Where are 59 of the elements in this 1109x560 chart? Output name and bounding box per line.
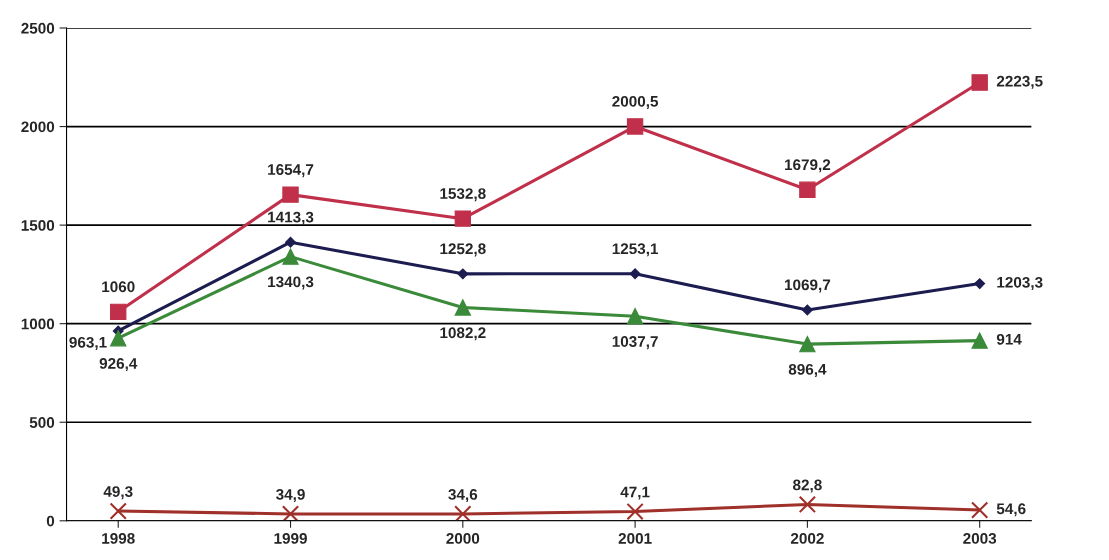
y-tick-label: 500 <box>29 417 55 428</box>
data-label: 34,9 <box>276 488 305 502</box>
point <box>454 210 472 227</box>
point <box>974 278 986 290</box>
data-label: 963,1 <box>69 336 107 350</box>
data-label: 1532,8 <box>440 188 486 202</box>
data-label: 2223,5 <box>996 75 1043 89</box>
point <box>971 501 989 519</box>
data-label: 54,6 <box>996 503 1026 517</box>
point <box>285 236 296 248</box>
data-label: 1679,2 <box>784 159 831 173</box>
point <box>629 268 641 280</box>
point <box>282 248 299 265</box>
point <box>971 74 988 91</box>
x-tick-label: 2003 <box>963 533 997 544</box>
point <box>971 332 988 349</box>
x-tick-label: 1999 <box>274 533 307 544</box>
x-tick-label: 2001 <box>618 533 652 544</box>
y-tick-label: 0 <box>46 515 55 527</box>
point <box>799 335 816 353</box>
data-label: 82,8 <box>793 479 822 493</box>
data-label: 1253,1 <box>612 243 659 257</box>
data-label: 1340,3 <box>268 276 314 290</box>
point <box>109 502 127 520</box>
point <box>626 118 644 135</box>
data-label: 1037,7 <box>612 336 658 350</box>
data-label: 1654,7 <box>268 164 314 178</box>
point <box>454 505 472 521</box>
data-label: 2000,5 <box>612 95 659 109</box>
data-label: 34,6 <box>448 489 478 503</box>
data-label: 49,3 <box>103 486 133 500</box>
data-label: 896,4 <box>788 363 827 377</box>
point <box>626 502 644 521</box>
y-tick-label: 2000 <box>21 121 55 133</box>
point <box>110 303 127 321</box>
x-tick-label: 2002 <box>790 533 824 544</box>
data-label: 926,4 <box>99 358 138 372</box>
point <box>799 181 816 198</box>
data-label: 914 <box>996 333 1022 345</box>
point <box>454 299 472 316</box>
y-tick-label: 2500 <box>21 22 55 34</box>
data-label: 1203,3 <box>997 276 1043 290</box>
data-label: 1413,3 <box>268 211 314 225</box>
x-tick-label: 1998 <box>102 533 135 544</box>
point <box>110 329 127 347</box>
y-tick-label: 1000 <box>21 318 55 330</box>
data-label: 1082,2 <box>440 327 486 341</box>
y-tick-label: 1500 <box>21 219 55 231</box>
data-label: 1252,8 <box>440 243 486 257</box>
point <box>281 505 300 521</box>
data-label: 1060 <box>102 281 135 293</box>
point <box>626 308 644 325</box>
x-tick-label: 2000 <box>446 533 480 544</box>
point <box>457 268 469 280</box>
data-label: 1069,7 <box>784 279 831 293</box>
data-label: 47,1 <box>620 486 650 500</box>
point <box>282 186 299 203</box>
point <box>798 495 817 514</box>
point <box>801 304 813 316</box>
